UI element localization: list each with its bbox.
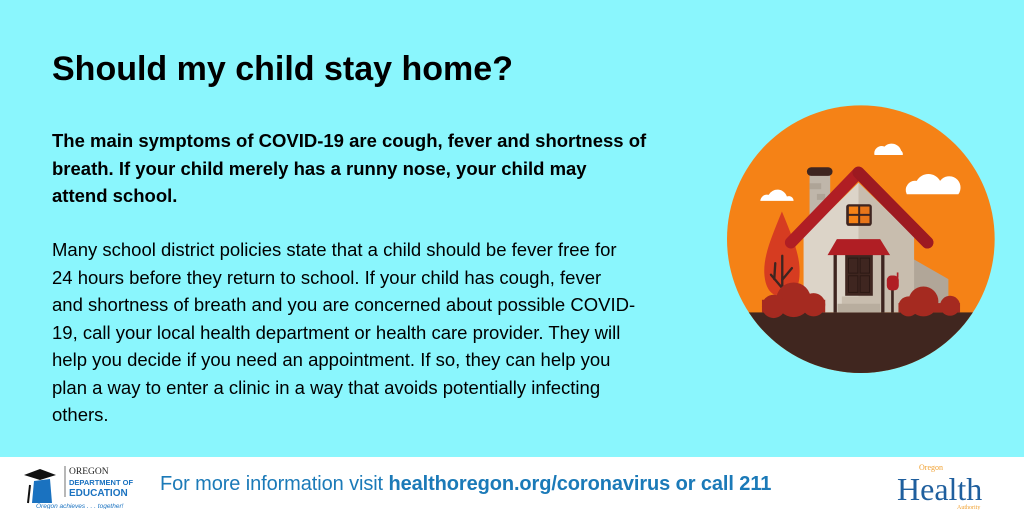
cloud-icon xyxy=(760,143,961,201)
body-line: 24 hours before they return to school. I… xyxy=(52,266,602,288)
lead-line: The main symptoms of COVID-19 are cough,… xyxy=(52,130,647,151)
svg-text:Health: Health xyxy=(897,471,982,507)
footer: OREGON DEPARTMENT OF EDUCATION Oregon ac… xyxy=(0,457,1024,512)
oregon-health-authority-logo: Oregon Health Authority xyxy=(897,463,982,510)
page-title: Should my child stay home? xyxy=(52,50,513,88)
body-line: 19, call your local health department or… xyxy=(52,321,621,343)
body-line: Many school district policies state that… xyxy=(52,239,617,260)
body-line: plan a way to enter a clinic in a way th… xyxy=(52,376,601,398)
body-line: others. xyxy=(52,404,109,425)
svg-text:DEPARTMENT OF: DEPARTMENT OF xyxy=(69,478,133,487)
footer-info: For more information visit healthoregon.… xyxy=(160,473,772,495)
body-line: and shortness of breath and you are conc… xyxy=(52,294,636,315)
svg-text:Authority: Authority xyxy=(957,505,980,510)
lead-line: attend school. xyxy=(52,185,178,206)
lead-line: breath. If your child merely has a runny… xyxy=(52,157,587,179)
oregon-department-of-education-logo: OREGON DEPARTMENT OF EDUCATION Oregon ac… xyxy=(24,466,133,509)
body-line: help you decide if you need an appointme… xyxy=(52,349,611,370)
house-icon xyxy=(727,105,995,373)
svg-text:OREGON: OREGON xyxy=(69,467,109,477)
body-paragraph: Many school district policies state that… xyxy=(52,236,635,429)
svg-text:Oregon: Oregon xyxy=(919,463,943,472)
svg-text:EDUCATION: EDUCATION xyxy=(69,488,128,499)
svg-text:Oregon achieves . . . together: Oregon achieves . . . together! xyxy=(36,503,124,509)
footer-link[interactable]: healthoregon.org/coronavirus or call 211 xyxy=(388,473,772,495)
lead-paragraph: The main symptoms of COVID-19 are cough,… xyxy=(52,127,646,210)
